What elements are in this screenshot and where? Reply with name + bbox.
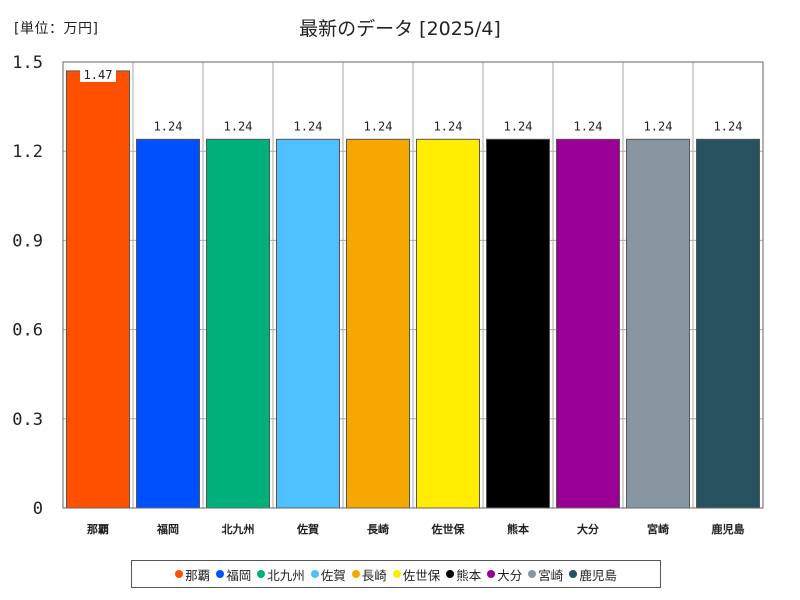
legend-label: 宮崎 xyxy=(538,567,564,583)
legend-item: 大分 xyxy=(487,565,522,584)
y-tick-label: 1.5 xyxy=(12,53,43,73)
legend-dot-icon xyxy=(487,570,496,578)
bar-10 xyxy=(696,138,760,509)
data-label: 1.24 xyxy=(154,119,183,133)
legend-dot-icon xyxy=(446,570,455,578)
x-tick-label: 大分 xyxy=(577,522,599,536)
legend-label: 福岡 xyxy=(226,567,252,583)
x-tick-label: 熊本 xyxy=(507,522,529,536)
legend-dot-icon xyxy=(257,570,266,578)
data-label: 1.47 xyxy=(84,68,113,82)
legend-item: 熊本 xyxy=(446,565,481,584)
data-label: 1.24 xyxy=(224,119,253,133)
legend-label: 熊本 xyxy=(456,567,482,583)
chart-legend: 那覇 福岡 北九州 佐賀 長崎 佐世保 熊本 大分 宮崎 鹿児島 xyxy=(131,560,661,588)
legend-dot-icon xyxy=(569,570,578,578)
legend-label: 長崎 xyxy=(361,567,387,583)
y-tick-label: 0.9 xyxy=(12,231,43,251)
x-tick-label: 北九州 xyxy=(222,522,255,536)
data-label: 1.24 xyxy=(434,119,463,133)
data-label: 1.24 xyxy=(504,119,533,133)
bar-5 xyxy=(346,138,410,509)
x-tick-label: 那覇 xyxy=(87,523,109,536)
legend-dot-icon xyxy=(175,570,184,578)
y-tick-label: 0 xyxy=(33,499,43,519)
legend-label: 鹿児島 xyxy=(579,567,617,583)
bar-1 xyxy=(66,70,130,509)
y-tick-label: 0.6 xyxy=(12,321,43,341)
legend-item: 長崎 xyxy=(351,565,387,584)
data-label: 1.24 xyxy=(574,119,603,133)
legend-item: 佐賀 xyxy=(310,565,346,584)
bar-3 xyxy=(206,138,270,509)
legend-item: 北九州 xyxy=(257,565,305,584)
y-tick-label: 1.2 xyxy=(12,142,43,162)
bar-2 xyxy=(136,138,200,509)
unit-label: [単位：万円] xyxy=(14,21,99,37)
legend-item: 宮崎 xyxy=(528,565,563,584)
legend-label: 大分 xyxy=(497,567,523,583)
data-label: 1.24 xyxy=(644,119,673,133)
legend-label: 佐賀 xyxy=(320,567,346,583)
legend-dot-icon xyxy=(392,570,401,578)
legend-label: 北九州 xyxy=(267,567,305,583)
data-label: 1.24 xyxy=(294,119,323,133)
legend-item: 那覇 xyxy=(175,565,210,584)
legend-dot-icon xyxy=(216,570,225,578)
legend-label: 佐世保 xyxy=(402,567,441,583)
x-tick-label: 宮崎 xyxy=(647,522,669,536)
x-tick-label: 鹿児島 xyxy=(712,522,745,536)
plot-border xyxy=(62,61,764,509)
bar-chart: 0 0.3 0.6 0.9 1.2 1.5 1.47 1.24 1.24 1.24 1.24 1.24… xyxy=(12,53,764,536)
x-tick-label: 佐賀 xyxy=(296,522,319,536)
legend-dot-icon xyxy=(528,570,537,578)
bar-4 xyxy=(276,138,340,509)
legend-dot-icon xyxy=(351,570,360,578)
x-tick-label: 長崎 xyxy=(367,522,389,536)
y-tick-label: 0.3 xyxy=(12,410,43,430)
bar-8 xyxy=(556,138,620,509)
x-tick-label: 福岡 xyxy=(156,522,179,536)
bar-9 xyxy=(626,138,690,509)
legend-label: 那覇 xyxy=(185,567,211,583)
chart-title: 最新のデータ [2025/4] xyxy=(299,18,501,40)
data-label: 1.24 xyxy=(364,119,393,133)
bar-6 xyxy=(416,138,480,509)
data-label-bg xyxy=(80,67,116,82)
legend-item: 佐世保 xyxy=(392,565,441,584)
legend-dot-icon xyxy=(310,570,319,578)
x-tick-label: 佐世保 xyxy=(431,522,466,536)
legend-item: 福岡 xyxy=(216,565,251,584)
legend-item: 鹿児島 xyxy=(569,565,617,584)
bar-7 xyxy=(486,138,550,509)
data-label: 1.24 xyxy=(714,119,743,133)
